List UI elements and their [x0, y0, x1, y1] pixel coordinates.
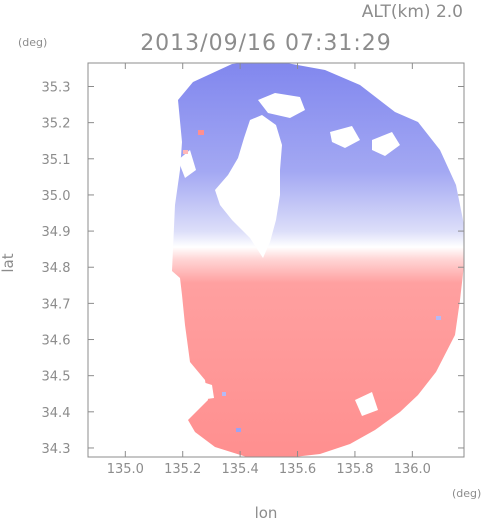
- tick-label: 34.4: [42, 406, 71, 421]
- tick-label: 135.0: [107, 462, 144, 477]
- tick-label: 34.5: [42, 370, 71, 385]
- tick-label: 34.9: [42, 225, 71, 240]
- blue-echo-speck: [236, 428, 241, 432]
- clear-air-gap-north: [258, 93, 305, 118]
- tick-label: 34.6: [42, 334, 71, 349]
- red-echo-speck: [198, 130, 204, 135]
- clear-air-gap-northeast: [330, 126, 360, 148]
- tick-label: 135.2: [164, 462, 201, 477]
- coverage-edge-notch: [355, 392, 378, 416]
- tick-label: 34.3: [42, 442, 71, 457]
- clear-air-gap: [215, 115, 282, 258]
- tick-label: 35.1: [42, 153, 71, 168]
- tick-label: 135.6: [279, 462, 316, 477]
- y-axis: 34.3 34.4 34.5 34.6 34.7 34.8 34.9 35.0 35.1 35.2…: [42, 80, 464, 457]
- x-axis: 135.0 135.2 135.4 135.6 135.8 136.0: [107, 63, 431, 477]
- red-echo-speck: [183, 150, 188, 154]
- tick-label: 35.0: [42, 189, 71, 204]
- tick-label: 34.7: [42, 297, 71, 312]
- tick-label: 34.8: [42, 261, 71, 276]
- tick-label: 135.4: [222, 462, 259, 477]
- chart-title: 2013/09/16 07:31:29: [140, 31, 392, 56]
- tick-label: 35.2: [42, 117, 71, 132]
- tick-label: 136.0: [394, 462, 431, 477]
- blue-echo-speck: [436, 316, 441, 320]
- tick-label: 35.3: [42, 80, 71, 95]
- radar-velocity-field: [172, 63, 464, 457]
- radar-coverage: [172, 63, 464, 457]
- tick-label: 135.8: [336, 462, 373, 477]
- clear-air-gap-west: [178, 150, 196, 178]
- x-unit-label: (deg): [452, 487, 481, 500]
- altitude-label: ALT(km) 2.0: [362, 2, 463, 22]
- x-axis-label: lon: [255, 504, 278, 521]
- plot-frame: [87, 62, 465, 458]
- clear-air-gap-east: [372, 132, 400, 156]
- y-axis-label: lat: [0, 253, 17, 272]
- blue-echo-speck: [222, 392, 226, 396]
- y-unit-label: (deg): [18, 36, 47, 49]
- clear-air-gap-southwest: [196, 380, 214, 400]
